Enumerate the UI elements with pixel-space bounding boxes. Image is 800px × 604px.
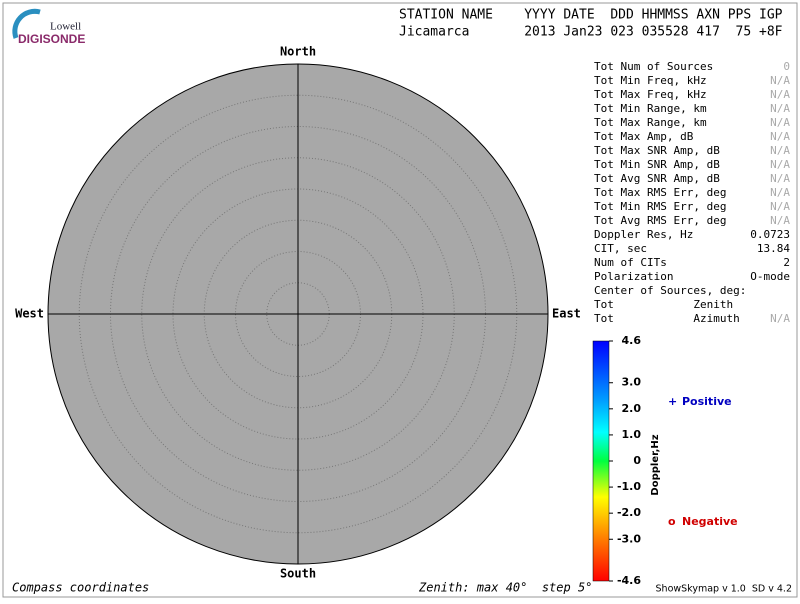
stat-label: CIT, sec (594, 242, 647, 255)
colorbar-tick-label: 0 (633, 454, 641, 467)
stat-value: N/A (770, 200, 790, 213)
logo-swoosh (12, 8, 41, 39)
stat-value: N/A (770, 312, 790, 325)
stat-label: Tot Min Freq, kHz (594, 74, 707, 87)
colorbar-tick-label: -1.0 (617, 480, 641, 493)
stat-label: Tot Max RMS Err, deg (594, 186, 726, 199)
stat-value: N/A (770, 88, 790, 101)
stat-label: Tot Max Freq, kHz (594, 88, 707, 101)
logo-top: Lowell (50, 21, 81, 33)
stat-label: Tot Min SNR Amp, dB (594, 158, 720, 171)
stat-value: 2 (783, 256, 790, 269)
stat-label: Doppler Res, Hz (594, 228, 693, 241)
colorbar-tick-label: -3.0 (617, 532, 641, 545)
stat-value: N/A (770, 214, 790, 227)
stat-value: N/A (770, 186, 790, 199)
compass-west: West (15, 307, 44, 321)
stat-label: Center of Sources, deg: (594, 284, 746, 297)
stat-label: Tot Avg SNR Amp, dB (594, 172, 720, 185)
compass-east: East (552, 307, 581, 321)
compass-north: North (280, 45, 316, 59)
stat-value: N/A (770, 74, 790, 87)
footer-middle: Zenith: max 40° step 5° (418, 581, 592, 595)
colorbar-tick-label: -4.6 (617, 574, 641, 587)
stat-value: N/A (770, 172, 790, 185)
footer-left: Compass coordinates (12, 581, 149, 595)
stat-value: N/A (770, 130, 790, 143)
header-values: Jicamarca 2013 Jan23 023 035528 417 75 +… (399, 25, 783, 40)
stat-label: Polarization (594, 270, 673, 283)
header-columns: STATION NAME YYYY DATE DDD HHMMSS AXN PP… (399, 8, 783, 23)
stat-value: 0.0723 (750, 228, 790, 241)
stat-value: O-mode (750, 270, 790, 283)
legend-positive: Positive (682, 395, 732, 408)
stat-label: Tot Avg RMS Err, deg (594, 214, 726, 227)
stat-label: Tot Num of Sources (594, 60, 713, 73)
colorbar-tick-label: 4.6 (622, 334, 642, 347)
logo-bottom: DIGISONDE (18, 32, 85, 46)
stat-label: Tot Max Amp, dB (594, 130, 694, 143)
stat-label: Tot Azimuth (594, 312, 740, 325)
stat-value: N/A (770, 144, 790, 157)
colorbar-tick-label: 2.0 (622, 402, 642, 415)
colorbar-tick-label: -2.0 (617, 506, 641, 519)
stat-label: Tot Max Range, km (594, 116, 707, 129)
stat-label: Tot Max SNR Amp, dB (594, 144, 720, 157)
stat-label: Tot Min Range, km (594, 102, 707, 115)
compass-south: South (280, 567, 316, 581)
legend-positive-symbol: + (668, 395, 677, 408)
colorbar-ticks: 4.6 3.0 2.0 1.0 0 -1.0 -2.0 -3.0 -4.6 (609, 334, 641, 587)
colorbar-tick-label: 1.0 (622, 428, 642, 441)
legend-negative: Negative (682, 515, 738, 528)
legend-negative-symbol: o (668, 515, 676, 528)
stat-label: Num of CITs (594, 256, 667, 269)
colorbar-title: Doppler,Hz (650, 434, 661, 495)
stat-value: N/A (770, 102, 790, 115)
stat-value: N/A (770, 116, 790, 129)
colorbar (592, 340, 610, 582)
stat-value: N/A (770, 158, 790, 171)
stat-label: Tot Zenith (594, 298, 733, 311)
stat-value: 13.84 (757, 242, 790, 255)
stat-value: 0 (783, 60, 790, 73)
stats-panel: Tot Num of Sources 0 Tot Min Freq, kHz N/A T… (594, 60, 790, 325)
colorbar-tick-label: 3.0 (622, 376, 642, 389)
footer-right: ShowSkymap v 1.0 SD v 4.2 (656, 584, 792, 595)
stat-label: Tot Min RMS Err, deg (594, 200, 726, 213)
